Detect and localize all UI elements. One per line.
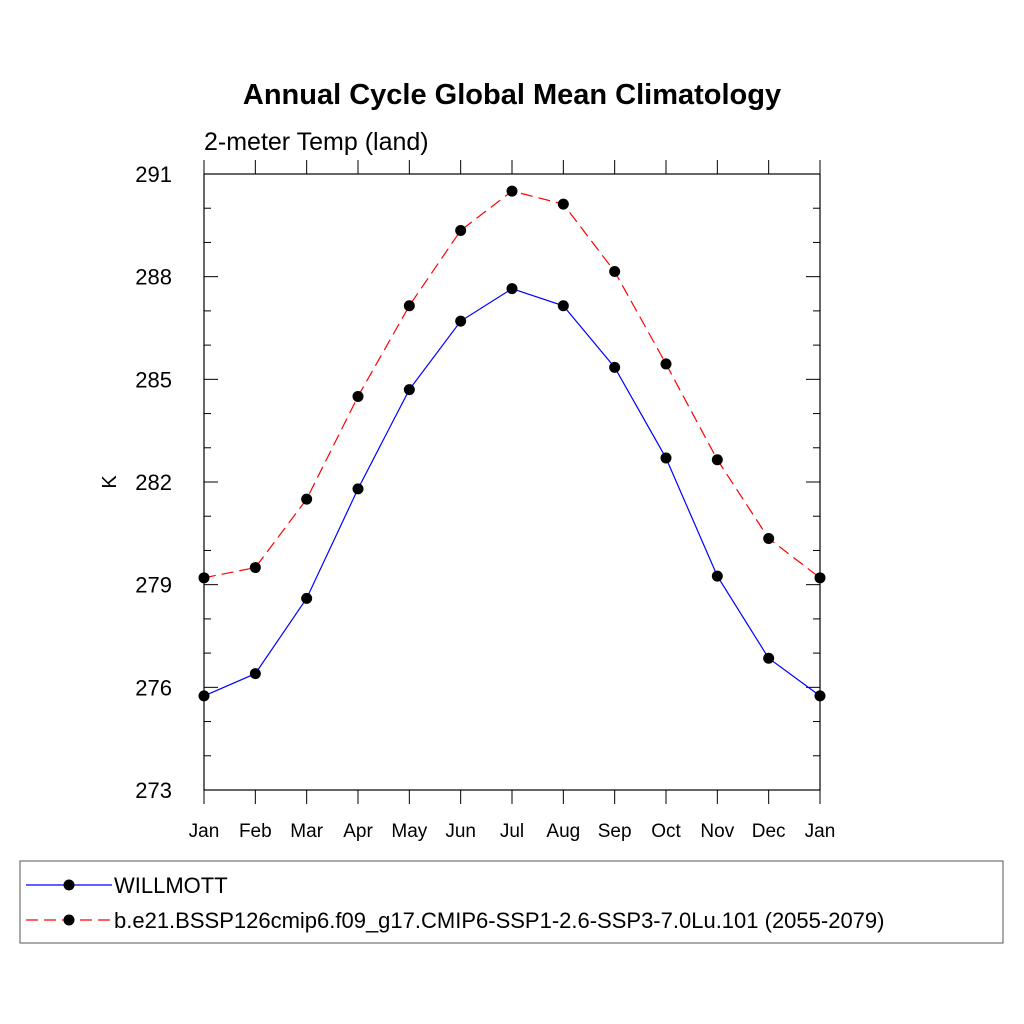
plot-area: 273 276 279 282 285 288 291 Jan Feb Mar Apr May Jun J… (135, 160, 835, 842)
series-1-point (249, 668, 261, 680)
x-tick-label: Jun (445, 821, 476, 842)
y-tick-label: 276 (135, 675, 172, 700)
series-1-point (455, 315, 467, 327)
series-2-point (660, 358, 672, 370)
series-2-point (198, 572, 210, 584)
y-tick-label: 279 (135, 573, 172, 598)
series-line-1 (203, 287, 821, 697)
legend-marker-1 (63, 879, 75, 891)
series-2-point (301, 493, 313, 505)
legend: WILLMOTT b.e21.BSSP126cmip6.f09_g17.CMIP6… (19, 860, 1004, 944)
y-tick-label: 282 (135, 470, 172, 495)
x-tick-label: Feb (239, 821, 272, 842)
x-tick-label: Jul (500, 821, 524, 842)
x-tick-label: Aug (546, 821, 580, 842)
series-1-point (198, 690, 210, 702)
x-tick-label: May (391, 821, 427, 842)
chart-subtitle: 2-meter Temp (land) (204, 128, 429, 156)
series-2-point (249, 562, 261, 574)
y-tick-label: 273 (135, 778, 172, 803)
series-1-point (506, 283, 518, 295)
series-1-point (814, 690, 826, 702)
series-2-point (557, 198, 569, 210)
series-1-point (403, 384, 415, 396)
legend-box (19, 860, 1004, 944)
series-1-point (660, 452, 672, 464)
y-axis-label: K (99, 475, 121, 489)
y-tick-label: 285 (135, 367, 172, 392)
x-tick-label: Dec (752, 821, 786, 842)
legend-label-2: b.e21.BSSP126cmip6.f09_g17.CMIP6-SSP1-2.… (114, 908, 884, 933)
series-2-point (711, 454, 723, 466)
series-2-point (814, 572, 826, 584)
series-2-point (352, 390, 364, 402)
series-2-point (609, 266, 621, 278)
series-1-point (609, 361, 621, 373)
series-2-point (455, 224, 467, 236)
chart-title: Annual Cycle Global Mean Climatology (243, 79, 781, 111)
x-tick-label: Oct (651, 821, 681, 842)
x-tick-label: Sep (598, 821, 632, 842)
series-line-2 (203, 190, 821, 579)
series-2-point (403, 300, 415, 312)
legend-label-1: WILLMOTT (114, 873, 228, 898)
y-tick-label: 291 (135, 162, 172, 187)
x-tick-label: Nov (700, 821, 734, 842)
series-2-point (506, 185, 518, 197)
x-tick-label: Mar (290, 821, 323, 842)
series-2-point (763, 532, 775, 544)
series-1-point (301, 592, 313, 604)
x-tick-label: Apr (343, 821, 373, 842)
y-tick-label: 288 (135, 265, 172, 290)
series-1-point (763, 652, 775, 664)
series-1-point (711, 570, 723, 582)
x-tick-label: Jan (805, 821, 836, 842)
series-1-point (557, 300, 569, 312)
series-1-point (352, 483, 364, 495)
x-tick-label: Jan (189, 821, 220, 842)
legend-marker-2 (63, 914, 75, 926)
plot-frame (203, 173, 821, 791)
